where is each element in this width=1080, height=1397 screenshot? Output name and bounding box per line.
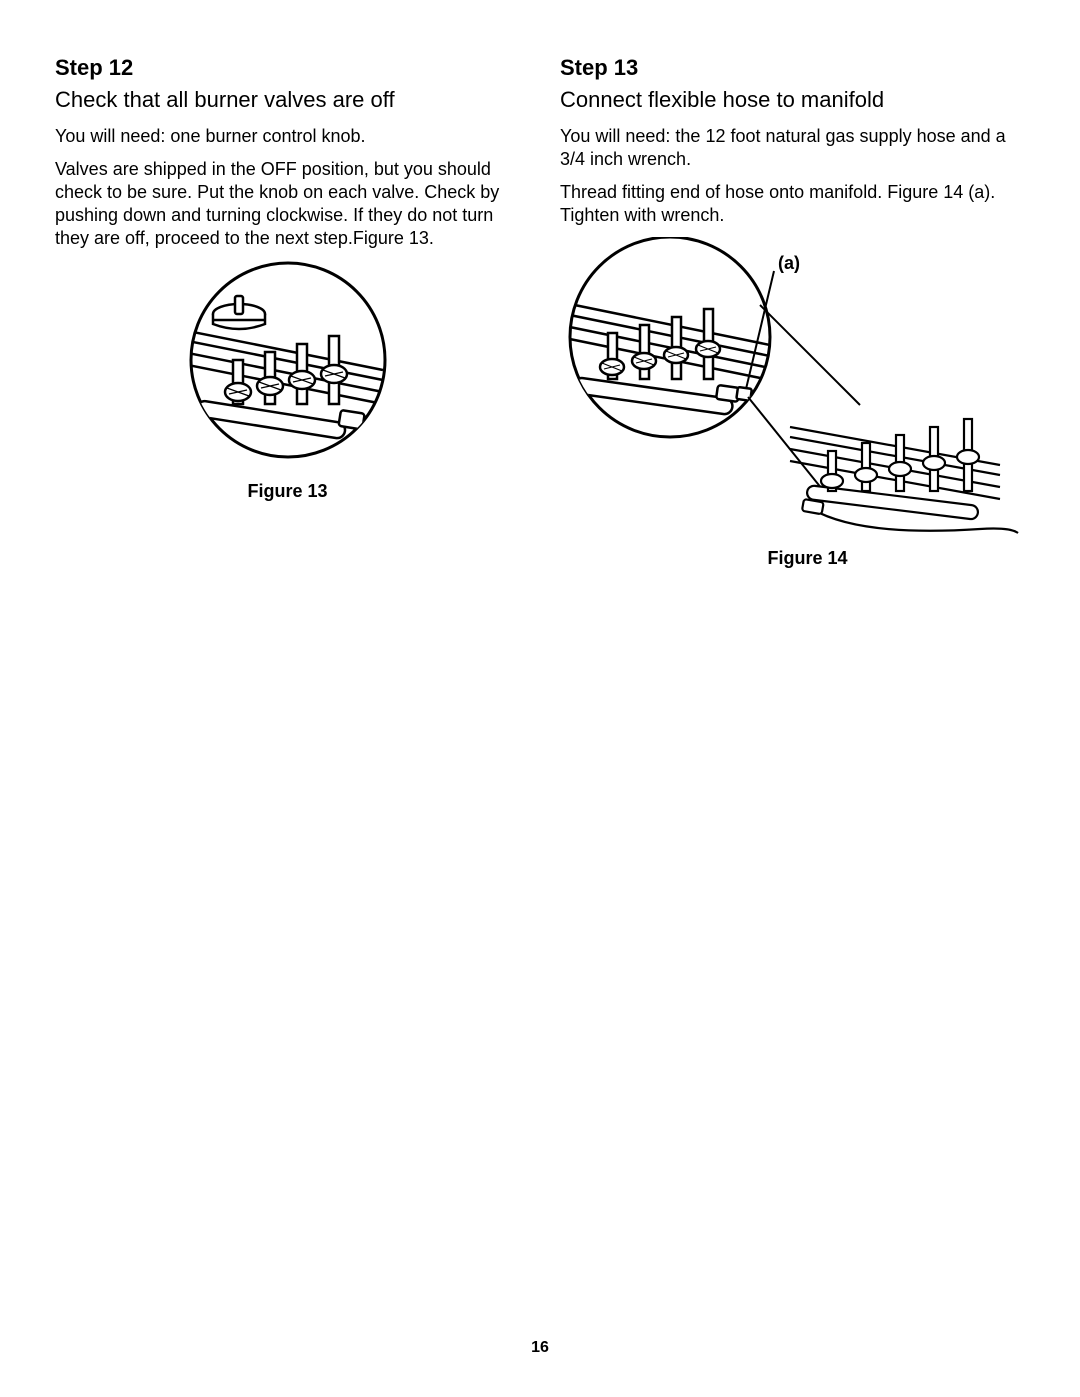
step12-body: Valves are shipped in the OFF position, … (55, 158, 520, 250)
figure14-callout-a: (a) (778, 253, 800, 273)
page-number: 16 (0, 1339, 1080, 1357)
step13-need: You will need: the 12 foot natural gas s… (560, 125, 1025, 171)
step12-need: You will need: one burner control knob. (55, 125, 520, 148)
step13-heading: Step 13 (560, 55, 1025, 81)
figure14-wrap: (a) (560, 237, 1025, 569)
figure13-caption: Figure 13 (55, 481, 520, 502)
figure13-wrap: Figure 13 (55, 260, 520, 502)
right-column: Step 13 Connect flexible hose to manifol… (560, 55, 1025, 569)
step12-subtitle: Check that all burner valves are off (55, 87, 520, 113)
step12-heading: Step 12 (55, 55, 520, 81)
figure13-illustration (153, 260, 423, 470)
figure14-illustration: (a) (560, 237, 1020, 537)
figure14-caption: Figure 14 (590, 548, 1025, 569)
step13-subtitle: Connect flexible hose to manifold (560, 87, 1025, 113)
step13-body: Thread fitting end of hose onto manifold… (560, 181, 1025, 227)
left-column: Step 12 Check that all burner valves are… (55, 55, 520, 569)
